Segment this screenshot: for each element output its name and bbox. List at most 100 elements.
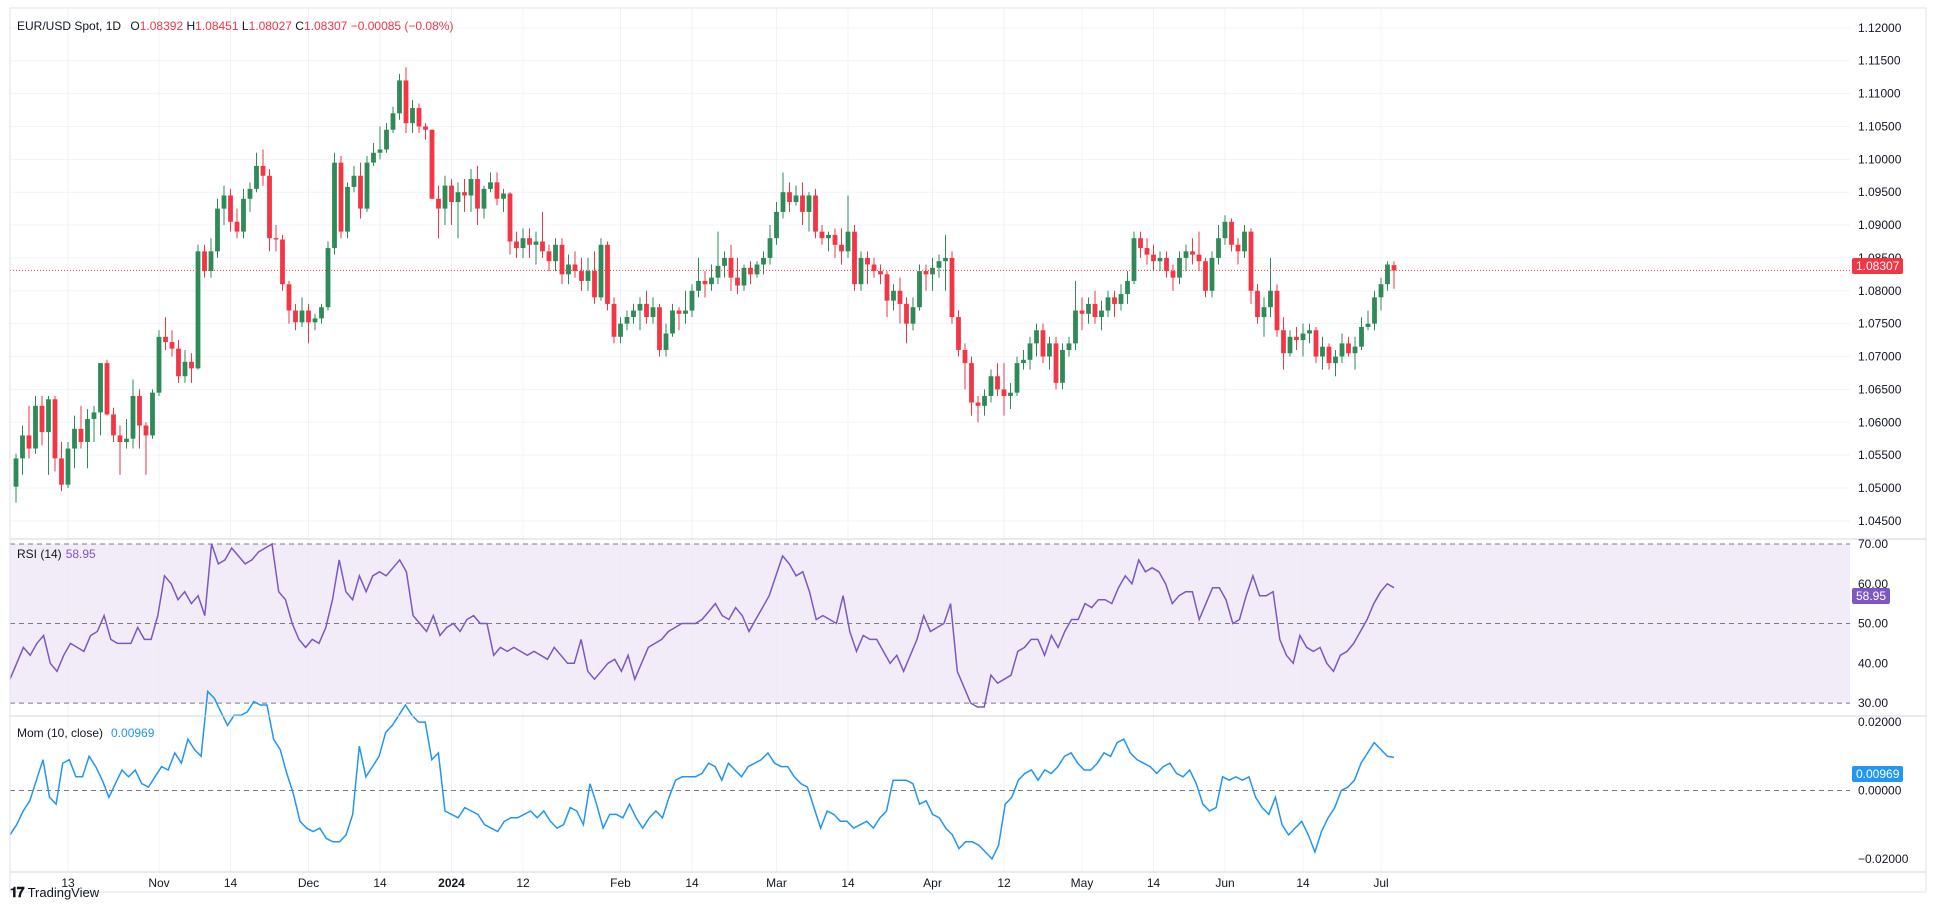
candle-body <box>169 342 175 349</box>
candle-body <box>514 241 519 249</box>
candle-body <box>852 231 857 285</box>
candle-body <box>189 361 194 369</box>
candle-body <box>481 188 487 209</box>
candle <box>566 254 571 285</box>
main-legend: EUR/USD Spot, 1D O1.08392 H1.08451 L1.08… <box>17 19 453 33</box>
candle-body <box>1281 330 1286 354</box>
candle <box>1378 277 1384 311</box>
candle <box>995 363 1000 396</box>
candle <box>949 251 955 324</box>
candle-body <box>1170 271 1176 278</box>
candle-body <box>449 185 454 203</box>
candle <box>182 349 188 383</box>
candle-body <box>1339 343 1345 357</box>
candle-body <box>1131 238 1137 281</box>
candle <box>475 165 480 226</box>
candle-body <box>98 363 103 413</box>
candle <box>228 188 233 232</box>
candle <box>1216 225 1221 265</box>
candle-body <box>1112 297 1117 304</box>
candle <box>286 280 292 324</box>
candle <box>962 343 968 390</box>
candle-body <box>891 290 896 301</box>
candle-body <box>715 265 721 278</box>
candle-body <box>1313 330 1319 357</box>
candle <box>247 182 253 212</box>
candle-body <box>299 310 305 323</box>
candle-body <box>488 182 493 189</box>
candle <box>1144 238 1150 265</box>
candle-body <box>65 448 71 485</box>
candle <box>819 225 825 245</box>
candle <box>1365 310 1371 331</box>
candle-body <box>637 303 643 311</box>
candle-body <box>468 179 474 196</box>
candle-body <box>949 257 955 318</box>
candle <box>1086 297 1091 324</box>
price-tick-label: 1.04500 <box>1858 514 1902 528</box>
candle-body <box>260 165 266 176</box>
candle <box>481 185 487 219</box>
candle <box>1138 231 1143 258</box>
candle <box>1079 297 1085 331</box>
candle-body <box>1372 297 1377 324</box>
candle-body <box>462 192 467 196</box>
candle <box>800 182 805 226</box>
price-tick-label: 1.08000 <box>1858 284 1902 298</box>
candle <box>975 395 981 423</box>
rsi-value-tag: 58.95 <box>1852 588 1891 604</box>
candle <box>26 405 32 459</box>
candle <box>312 313 318 331</box>
candle <box>1177 251 1182 285</box>
chart-frame <box>9 7 1927 893</box>
candle-body <box>800 195 805 212</box>
candle-body <box>494 182 500 199</box>
candle-body <box>52 399 58 459</box>
candle-body <box>390 113 396 130</box>
candle <box>982 389 987 416</box>
candle-body <box>1300 333 1306 341</box>
candle <box>748 261 753 285</box>
candle-body <box>384 129 389 150</box>
level-lines <box>10 543 1850 791</box>
time-tick-label: 13 <box>61 876 75 890</box>
candle <box>839 228 844 265</box>
candle <box>111 407 116 442</box>
candle-body <box>247 188 253 199</box>
candle-body <box>423 126 428 130</box>
tradingview-brand[interactable]: 𝟏𝟕 TradingView <box>10 884 99 901</box>
price-tick-label: 1.09500 <box>1858 185 1902 199</box>
candle <box>1125 271 1130 304</box>
candle-body <box>865 257 870 265</box>
candle-body <box>871 264 877 272</box>
candle <box>611 297 617 344</box>
symbol-title: EUR/USD Spot, 1D <box>17 19 122 33</box>
price-tick-label: 1.11000 <box>1858 87 1901 101</box>
mom-legend: Mom (10, close) 0.00969 <box>17 726 154 740</box>
candle-body <box>416 108 422 127</box>
candle-body <box>702 280 708 285</box>
candle <box>1131 231 1137 285</box>
price-tick-label: 1.05000 <box>1858 481 1902 495</box>
candle <box>728 244 734 291</box>
candle-body <box>683 310 688 314</box>
time-tick-label: Mar <box>766 876 787 890</box>
candle <box>1307 323 1312 344</box>
momentum-series <box>9 689 1395 861</box>
candle-body <box>546 251 552 262</box>
time-tick-label: Dec <box>298 876 319 890</box>
candle-body <box>897 290 903 304</box>
candle-body <box>741 267 747 286</box>
candle <box>364 156 370 212</box>
y-axis-ticks: 1.12000 1.11500 1.11000 1.10500 1.10000 1.095… <box>1858 21 1909 866</box>
candle-body <box>566 264 571 275</box>
candle <box>852 225 857 291</box>
time-tick-label: Apr <box>923 876 942 890</box>
candle-body <box>1268 290 1273 308</box>
candle-body <box>943 257 948 262</box>
candle <box>1248 228 1254 304</box>
candle-body <box>709 277 714 285</box>
candle <box>1274 284 1280 337</box>
candle <box>1268 257 1273 318</box>
candle <box>195 244 201 370</box>
